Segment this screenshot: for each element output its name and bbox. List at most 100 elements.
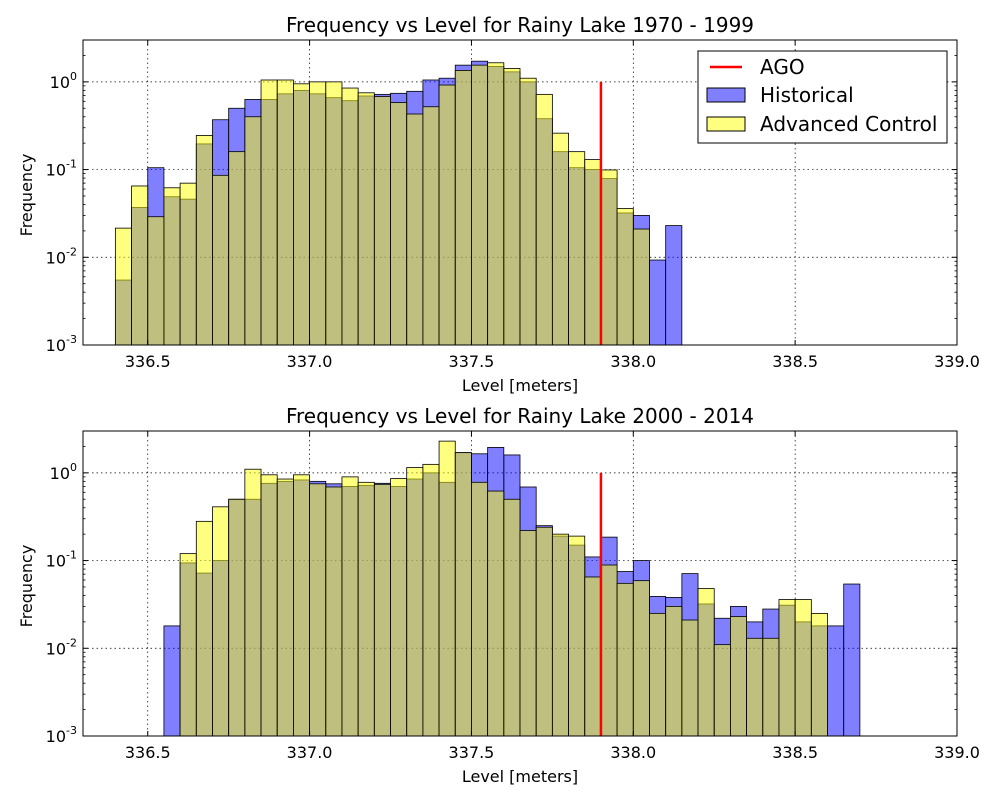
histogram-bar <box>373 96 391 346</box>
histogram-bar <box>276 79 294 346</box>
x-tick-label: 338.0 <box>610 352 656 371</box>
y-tick-label: 10-1 <box>46 549 77 571</box>
x-tick-label: 337.0 <box>287 743 333 762</box>
y-tick-label: 10-3 <box>46 333 77 355</box>
histogram-bar <box>843 583 861 737</box>
histogram-bar <box>228 498 246 737</box>
histogram-bar <box>681 619 699 737</box>
histogram-bar <box>503 498 521 737</box>
y-axis-label: Frequency <box>17 154 36 237</box>
histogram-bar <box>179 553 197 737</box>
histogram-bar <box>535 526 553 737</box>
histogram-bar <box>649 259 667 346</box>
histogram-bar <box>309 81 327 346</box>
histogram-bar <box>454 452 472 737</box>
histogram-bar <box>519 77 537 346</box>
histogram-bar <box>730 616 747 737</box>
x-tick-label: 338.0 <box>610 743 656 762</box>
histogram-bar <box>179 182 197 346</box>
histogram-bar <box>487 62 505 346</box>
histogram-bar <box>341 87 359 346</box>
histogram-bar <box>390 102 408 346</box>
x-tick-label: 338.5 <box>772 743 818 762</box>
legend-advanced-control-label: Advanced Control <box>760 112 937 136</box>
histogram-bar <box>131 185 149 346</box>
histogram-bar <box>325 486 343 737</box>
x-axis-label: Level [meters] <box>462 376 578 395</box>
histogram-bar <box>309 483 327 737</box>
plot-frame <box>82 39 958 346</box>
histogram-bar <box>600 169 618 346</box>
histogram-bar <box>665 225 683 346</box>
legend-ago-label: AGO <box>760 55 805 79</box>
y-tick-label: 100 <box>50 70 77 92</box>
histogram-bar <box>535 93 553 346</box>
histogram-bar <box>276 478 294 737</box>
histogram-bar <box>697 588 715 737</box>
histogram-bar <box>325 81 343 346</box>
histogram-bar <box>616 208 634 346</box>
histogram-bar <box>551 132 569 346</box>
histogram-bar <box>471 481 489 737</box>
histogram-bar <box>632 580 650 737</box>
x-tick-label: 337.5 <box>449 743 495 762</box>
histogram-bar <box>163 187 181 346</box>
histogram-bar <box>390 478 408 737</box>
histogram-bar <box>147 216 165 346</box>
histogram-bar <box>649 612 667 737</box>
histogram-bar <box>422 463 440 737</box>
x-tick-label: 338.5 <box>772 352 818 371</box>
histogram-bar <box>212 506 230 737</box>
histogram-bar <box>616 582 634 737</box>
chart-title: Frequency vs Level for Rainy Lake 1970 -… <box>286 13 754 37</box>
histogram-bar <box>794 599 812 737</box>
y-tick-label: 10-3 <box>46 724 77 746</box>
chart-title: Frequency vs Level for Rainy Lake 2000 -… <box>286 404 754 428</box>
histogram-bar <box>357 92 375 346</box>
series-advanced-control <box>114 62 650 346</box>
y-tick-label: 10-2 <box>46 245 77 267</box>
legend-historical-swatch <box>706 87 746 103</box>
histogram-bar <box>228 151 246 346</box>
histogram-bar <box>260 79 278 346</box>
histogram-bar <box>195 135 213 346</box>
histogram-bar <box>827 625 845 737</box>
x-tick-label: 337.5 <box>449 352 495 371</box>
histogram-bar <box>260 474 278 737</box>
histogram-bar <box>600 564 618 737</box>
histogram-bar <box>778 599 796 737</box>
histogram-bar <box>357 481 375 737</box>
histogram-bar <box>293 474 310 737</box>
histogram-bar <box>487 490 505 737</box>
x-tick-label: 337.0 <box>287 352 333 371</box>
y-tick-label: 100 <box>50 461 77 483</box>
histogram-bar <box>373 483 391 737</box>
histogram-bar <box>584 159 602 346</box>
legend-advanced-control-swatch <box>706 116 746 132</box>
panel-2000-2014: Frequency vs Level for Rainy Lake 2000 -… <box>17 404 980 786</box>
plot-frame <box>82 430 958 737</box>
histogram-bar <box>114 227 132 346</box>
legend-historical-label: Historical <box>760 83 854 107</box>
histogram-bar <box>163 625 181 737</box>
x-tick-label: 339.0 <box>934 352 980 371</box>
histogram-bar <box>568 151 586 346</box>
y-tick-label: 10-1 <box>46 158 77 180</box>
histogram-bar <box>568 535 586 737</box>
x-tick-label: 336.5 <box>125 352 171 371</box>
histogram-bar <box>762 637 780 737</box>
histogram-bar <box>438 440 456 737</box>
histogram-bar <box>584 576 602 737</box>
histogram-bar <box>503 68 521 346</box>
legend: AGO Historical Advanced Control <box>697 50 948 144</box>
x-tick-label: 339.0 <box>934 743 980 762</box>
histogram-bar <box>438 84 456 346</box>
histogram-bar <box>293 83 310 346</box>
histogram-bar <box>746 637 764 737</box>
histogram-bar <box>422 106 440 346</box>
histogram-bar <box>212 174 230 346</box>
panel-1970-1999: Frequency vs Level for Rainy Lake 1970 -… <box>17 13 980 395</box>
histogram-bar <box>471 64 489 346</box>
histogram-bar <box>632 228 650 346</box>
histogram-bar <box>810 612 828 737</box>
